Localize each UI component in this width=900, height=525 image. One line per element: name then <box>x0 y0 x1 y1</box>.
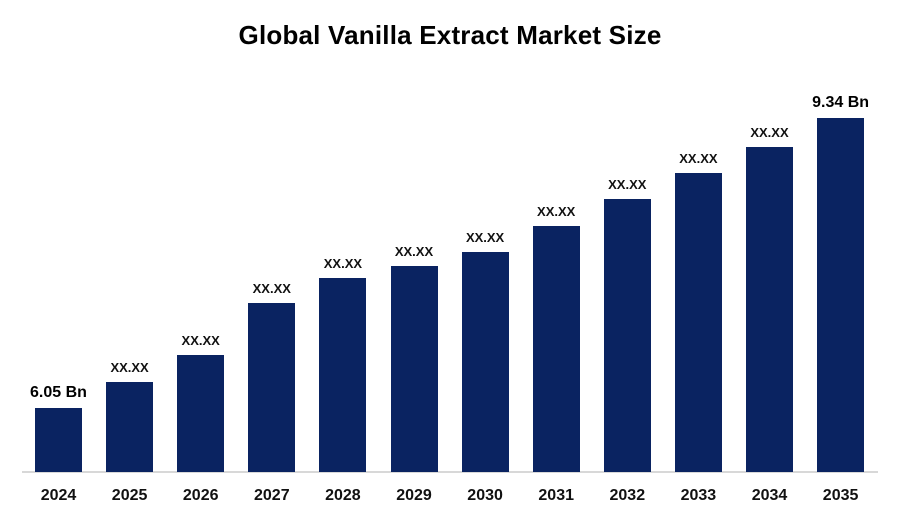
bar-value-label-2034: XX.XX <box>750 125 789 140</box>
bar-2031 <box>532 226 580 472</box>
bar-2027 <box>248 303 296 472</box>
bar-2033 <box>674 173 722 472</box>
bar-value-label-2026: XX.XX <box>181 333 220 348</box>
bar-2032 <box>603 199 651 472</box>
bar-value-label-2024: 6.05 Bn <box>30 384 87 401</box>
x-tick-label-2032: 2032 <box>609 487 646 504</box>
x-axis-line <box>22 471 878 473</box>
x-tick-label-2031: 2031 <box>538 487 574 504</box>
bar-2024 <box>35 408 82 472</box>
bar-value-label-2033: XX.XX <box>679 151 718 166</box>
x-tick-label-2034: 2034 <box>751 487 788 504</box>
x-tick-label-2027: 2027 <box>254 487 290 504</box>
bar-value-label-2031: XX.XX <box>537 204 576 219</box>
bar-value-label-2029: XX.XX <box>394 244 434 259</box>
x-tick-label-2030: 2030 <box>467 487 503 504</box>
x-tick-label-2028: 2028 <box>325 487 361 504</box>
chart-title: Global Vanilla Extract Market Size <box>238 20 662 50</box>
bar-value-label-2025: XX.XX <box>110 360 149 375</box>
x-tick-label-2026: 2026 <box>182 487 219 504</box>
bar-2030 <box>461 252 509 472</box>
x-tick-label-2024: 2024 <box>40 487 77 504</box>
bar-2034 <box>746 147 793 472</box>
bar-value-label-2027: XX.XX <box>252 281 291 296</box>
bar-2035 <box>817 118 865 472</box>
x-tick-label-2033: 2033 <box>680 487 717 504</box>
bar-2025 <box>106 382 154 472</box>
x-tick-label-2029: 2029 <box>396 487 432 504</box>
bar-2029 <box>390 266 438 472</box>
x-tick-label-2035: 2035 <box>822 487 859 504</box>
bar-value-label-2028: XX.XX <box>323 256 363 271</box>
bar-value-label-2030: XX.XX <box>465 230 505 245</box>
bar-value-label-2032: XX.XX <box>608 177 647 192</box>
bar-2028 <box>319 278 367 472</box>
x-tick-label-2025: 2025 <box>111 487 148 504</box>
bar-value-label-2035: 9.34 Bn <box>812 94 870 111</box>
bar-2026 <box>177 355 225 472</box>
